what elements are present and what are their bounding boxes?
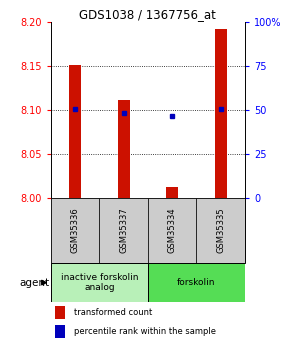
Bar (69, 65, 81, 198)
Text: inactive forskolin
analog: inactive forskolin analog (61, 273, 138, 292)
Text: forskolin: forskolin (177, 278, 216, 287)
FancyBboxPatch shape (148, 198, 196, 263)
Text: transformed count: transformed count (74, 308, 152, 317)
Bar (55, 306, 65, 319)
Text: GSM35336: GSM35336 (70, 208, 79, 254)
FancyBboxPatch shape (51, 263, 148, 302)
FancyBboxPatch shape (51, 198, 99, 263)
Text: GSM35337: GSM35337 (119, 208, 128, 254)
Text: GSM35334: GSM35334 (168, 208, 177, 253)
Text: GSM35335: GSM35335 (216, 208, 225, 253)
Text: percentile rank within the sample: percentile rank within the sample (74, 327, 216, 336)
FancyBboxPatch shape (99, 198, 148, 263)
Bar (166, 187, 178, 198)
FancyBboxPatch shape (196, 198, 245, 263)
Bar (55, 325, 65, 338)
FancyBboxPatch shape (148, 263, 245, 302)
Text: agent: agent (20, 278, 50, 288)
Title: GDS1038 / 1367756_at: GDS1038 / 1367756_at (79, 8, 216, 21)
Bar (215, 29, 227, 198)
Bar (117, 100, 130, 198)
